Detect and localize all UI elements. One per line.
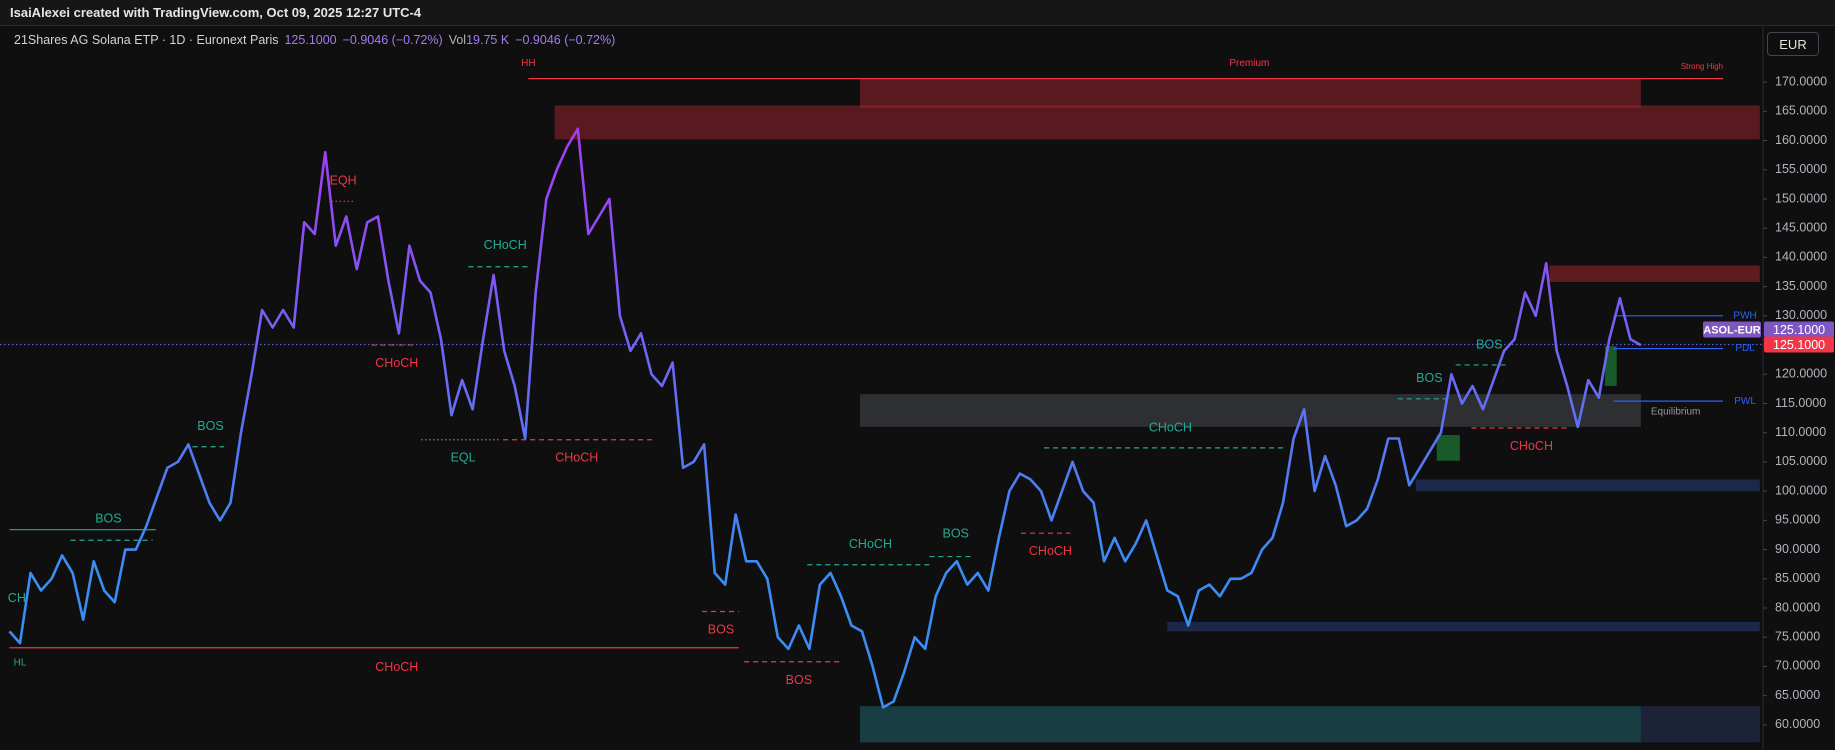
price-tag-label: 125.1000: [1773, 338, 1825, 352]
annotation: CH: [8, 591, 26, 605]
annotation: BOS: [708, 623, 734, 637]
y-tick-label: 110.0000: [1775, 425, 1826, 439]
annotation: EQH: [330, 174, 357, 188]
annotation: CHoCH: [484, 238, 527, 252]
legend: 21Shares AG Solana ETP · 1D · Euronext P…: [14, 33, 615, 47]
currency-button[interactable]: EUR: [1767, 32, 1819, 56]
symbol-tag: [1703, 321, 1761, 338]
y-tick-label: 165.0000: [1775, 104, 1827, 118]
zone: [1605, 346, 1617, 386]
symbol-tag-label: ASOL-EUR: [1703, 324, 1761, 336]
annotation: PWL: [1734, 396, 1756, 407]
annotation: CHoCH: [1149, 420, 1192, 434]
annotation: Equilibrium: [1651, 406, 1700, 417]
zone: [859, 78, 1641, 108]
legend-change: −0.9046 (−0.72%): [342, 33, 443, 47]
annotation: EQL: [451, 451, 476, 465]
annotation: Strong High: [1681, 62, 1723, 71]
annotation: CHoCH: [849, 537, 892, 551]
annotation: CHoCH: [555, 451, 598, 465]
y-tick-label: 130.0000: [1775, 308, 1827, 322]
zone: [1640, 706, 1760, 743]
y-tick-label: 95.0000: [1775, 513, 1820, 527]
legend-vol-label: Vol: [448, 33, 467, 47]
y-tick-label: 160.0000: [1775, 133, 1827, 147]
symbol-title: 21Shares AG Solana ETP · 1D · Euronext P…: [14, 33, 279, 47]
legend-vol-change: −0.9046 (−0.72%): [515, 33, 616, 47]
annotation: HL: [14, 658, 27, 669]
y-tick-label: 115.0000: [1775, 396, 1826, 410]
annotation: BOS: [1416, 371, 1442, 385]
y-tick-label: 100.0000: [1775, 483, 1827, 497]
y-tick-label: 105.0000: [1775, 454, 1827, 468]
zone: [859, 706, 1641, 743]
annotation: CHoCH: [1029, 544, 1072, 558]
annotation: BOS: [943, 527, 969, 541]
zone: [554, 105, 1760, 140]
price-tag-label: 125.1000: [1773, 323, 1825, 337]
header: IsaiAlexei created with TradingView.com,…: [0, 0, 1835, 26]
y-tick-label: 60.0000: [1775, 717, 1820, 731]
annotation: CHoCH: [375, 356, 418, 370]
annotation: Premium: [1229, 58, 1269, 69]
annotation: PDL: [1735, 343, 1755, 354]
annotation: HH: [521, 58, 535, 69]
y-tick-label: 120.0000: [1775, 367, 1827, 381]
price-line: [8, 127, 1642, 709]
y-tick-label: 65.0000: [1775, 688, 1820, 702]
legend-vol: 19.75 K: [466, 33, 510, 47]
annotation: BOS: [1476, 337, 1502, 351]
legend-price: 125.1000: [284, 33, 337, 47]
y-tick-label: 80.0000: [1775, 600, 1820, 614]
annotation: PWH: [1733, 310, 1756, 321]
zone: [1549, 265, 1760, 282]
y-tick-label: 140.0000: [1775, 250, 1827, 264]
annotation: CHoCH: [1510, 439, 1553, 453]
price-axis: [1763, 26, 1835, 750]
annotation: BOS: [95, 511, 121, 525]
annotation: BOS: [197, 419, 223, 433]
y-tick-label: 145.0000: [1775, 220, 1827, 234]
zone: [1415, 479, 1760, 492]
y-tick-label: 155.0000: [1775, 162, 1827, 176]
zone: [1167, 622, 1760, 632]
y-tick-label: 75.0000: [1775, 630, 1820, 644]
y-tick-label: 70.0000: [1775, 659, 1820, 673]
y-tick-label: 170.0000: [1775, 74, 1827, 88]
y-tick-label: 150.0000: [1775, 191, 1827, 205]
zone: [1436, 435, 1460, 461]
annotation: CHoCH: [375, 660, 418, 674]
annotation: BOS: [786, 673, 812, 687]
y-tick-label: 135.0000: [1775, 279, 1827, 293]
y-tick-label: 85.0000: [1775, 571, 1820, 585]
y-tick-label: 90.0000: [1775, 542, 1820, 556]
zone: [859, 394, 1641, 427]
price-tag: [1764, 336, 1834, 353]
price-tag: [1764, 321, 1834, 338]
